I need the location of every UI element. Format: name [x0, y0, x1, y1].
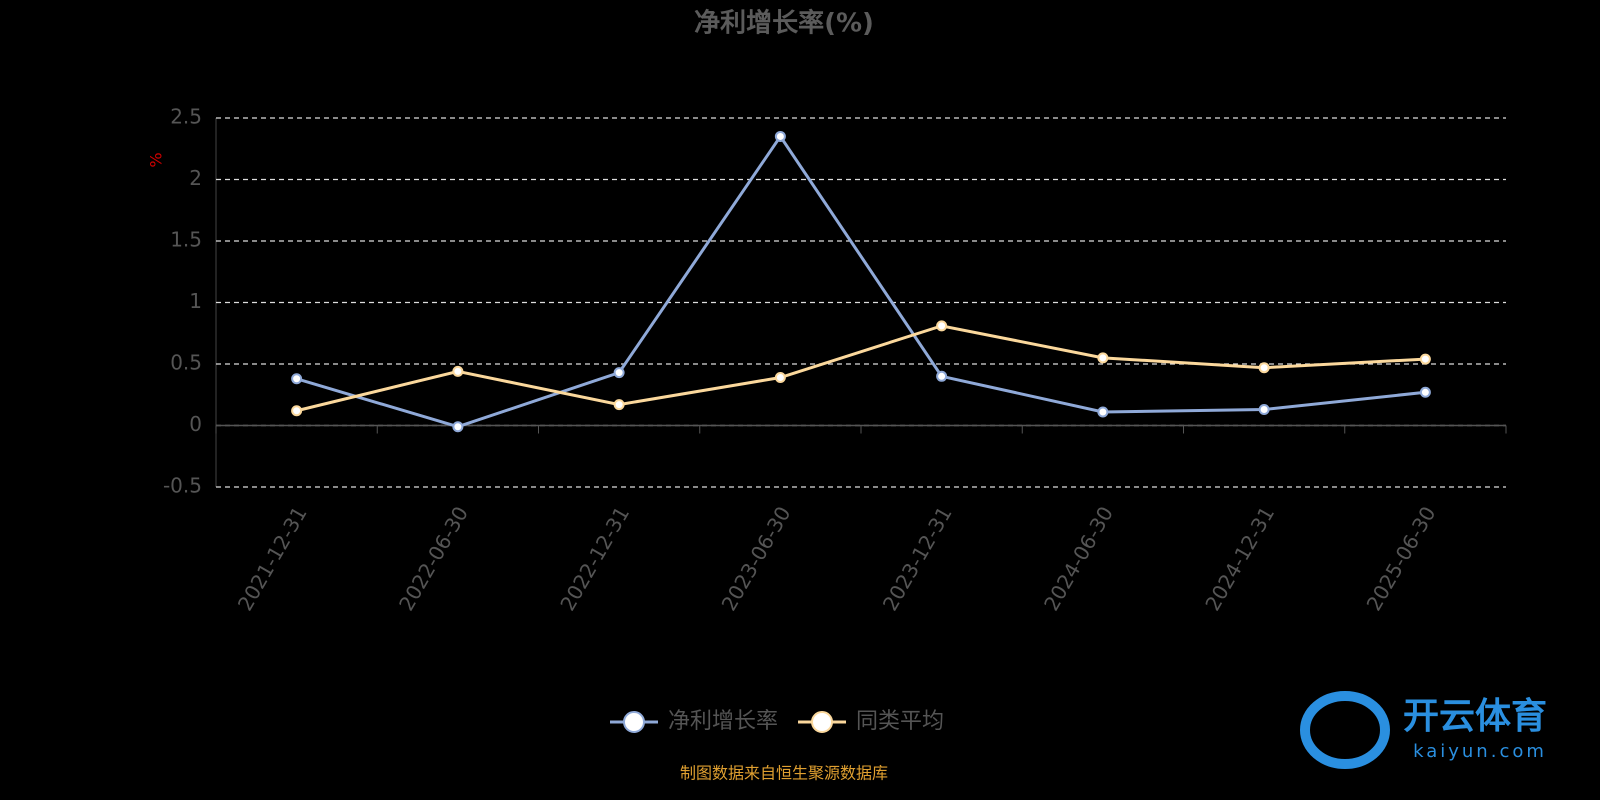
data-point	[613, 399, 625, 411]
data-point	[1419, 386, 1431, 398]
logo	[1300, 691, 1390, 769]
series-line	[296, 133, 1426, 429]
brand: 开云体育	[1403, 696, 1547, 737]
data-point	[774, 372, 786, 384]
data-point	[774, 130, 786, 142]
y-tick-label: 0	[189, 412, 202, 436]
data-point	[1097, 406, 1109, 418]
legend-label: 同类平均	[856, 709, 944, 734]
y-tick-label: 0.5	[170, 351, 202, 375]
y-tick-label: -0.5	[163, 474, 202, 498]
data-point	[613, 367, 625, 379]
data-point	[1419, 353, 1431, 365]
data-point	[1097, 352, 1109, 364]
data-point	[291, 405, 303, 417]
data-point	[452, 421, 464, 433]
y-axis-label: %	[147, 152, 166, 167]
data-point	[1258, 362, 1270, 374]
y-tick-label: 1.5	[170, 228, 202, 252]
data-point	[291, 373, 303, 385]
legend-marker	[811, 711, 834, 733]
y-tick-label: 1	[189, 289, 202, 313]
y-tick-label: 2.5	[170, 105, 202, 129]
legend-marker	[623, 711, 645, 733]
y-tick-label: 2	[189, 166, 202, 190]
data-point	[936, 370, 948, 382]
data-point	[452, 365, 464, 377]
brand-url: kaiyun.com	[1413, 741, 1547, 762]
data-point	[1258, 404, 1270, 416]
legend-label: 净利增长率	[668, 709, 778, 734]
chart-title: 净利增长率(%)	[694, 8, 874, 39]
source-note: 制图数据来自恒生聚源数据库	[680, 764, 888, 783]
watermark: 开云体育 kaiyun.com	[1300, 691, 1547, 769]
data-point	[936, 320, 948, 332]
series-line	[296, 324, 1426, 413]
